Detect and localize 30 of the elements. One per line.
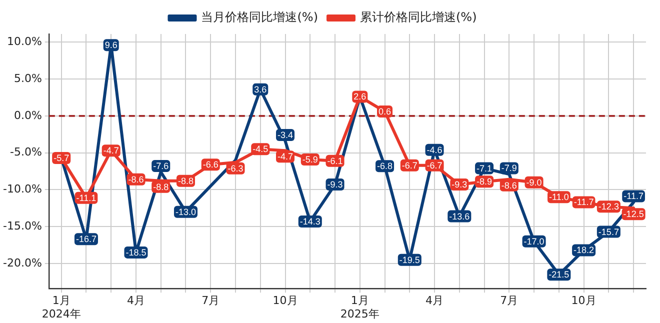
- data-label: -8.6: [501, 180, 517, 190]
- data-label: 0.6: [378, 106, 392, 116]
- data-label: -4.7: [278, 152, 294, 162]
- y-tick-label: 5.0%: [14, 72, 42, 85]
- data-label: 2.6: [354, 92, 366, 102]
- data-label: -7.6: [153, 160, 169, 171]
- y-tick-label: -5.0%: [10, 146, 42, 159]
- data-label: -11.7: [624, 191, 644, 202]
- data-label: 9.6: [104, 40, 118, 50]
- y-tick-label: -20.0%: [2, 256, 42, 270]
- x-tick-label: 4月: [126, 294, 145, 308]
- x-tick-label: 10月: [571, 294, 596, 308]
- x-tick-label: 10月: [272, 294, 298, 308]
- legend-label: 当月价格同比增速(%): [201, 10, 318, 24]
- legend-label: 累计价格同比增速(%): [360, 10, 477, 24]
- x-tick-label: 1月 2024年: [42, 294, 81, 320]
- y-tick-label: -10.0%: [2, 182, 42, 196]
- data-label: -12.5: [623, 209, 644, 220]
- x-tick-label: 4月: [426, 294, 444, 308]
- y-tick-label: -15.0%: [2, 219, 42, 232]
- data-label: 3.6: [254, 84, 267, 94]
- data-label: -6.3: [228, 163, 244, 174]
- y-tick-label: 0.0%: [14, 108, 42, 122]
- y-tick-label: 10.0%: [6, 34, 42, 48]
- x-tick-label: 1月 2025年: [340, 294, 380, 320]
- x-tick-label: 7月: [500, 294, 518, 308]
- data-label: -8.8: [153, 182, 169, 192]
- data-label: -7.9: [501, 163, 517, 174]
- data-label: -3.4: [278, 130, 294, 140]
- x-tick-label: 7月: [202, 294, 220, 308]
